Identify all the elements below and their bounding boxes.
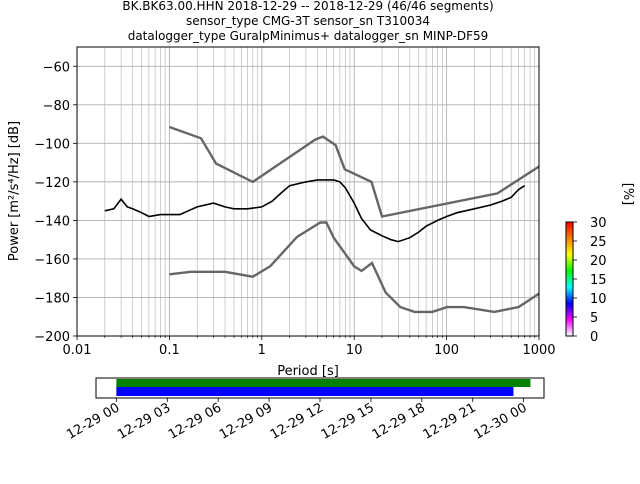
chart-title-line-1: BK.BK63.00.HHN 2018-12-29 -- 2018-12-29 … bbox=[122, 0, 493, 13]
y-tick-label: −60 bbox=[43, 60, 70, 75]
y-tick-label: −100 bbox=[34, 137, 70, 152]
colorbar-tick-label: 30 bbox=[590, 216, 607, 231]
colorbar: 0 5 10 15 20 25 30 [%] bbox=[565, 183, 635, 345]
y-axis-ticks: −60 −80 −100 −120 −140 −160 −180 −200 bbox=[34, 60, 77, 345]
colorbar-tick-label: 10 bbox=[590, 292, 607, 307]
plot-frame bbox=[76, 46, 540, 337]
x-tick-label: 100 bbox=[434, 343, 459, 358]
new-high-noise-model-line bbox=[168, 125, 540, 218]
x-axis-ticks: 0.01 0.1 1 10 100 1000 bbox=[63, 336, 556, 358]
colorbar-tick-label: 25 bbox=[590, 235, 607, 250]
x-tick-label: 10 bbox=[346, 343, 363, 358]
data-coverage-bar bbox=[116, 379, 531, 387]
psd-coverage-bar bbox=[116, 387, 514, 396]
noise-models bbox=[168, 125, 540, 314]
colorbar-tick-label: 5 bbox=[590, 311, 598, 326]
y-tick-label: −160 bbox=[34, 253, 70, 268]
chart-title-line-3: datalogger_type GuralpMinimus+ datalogge… bbox=[128, 29, 489, 43]
psd-plot-area: 0.01 0.1 1 10 100 1000 −60 −80 −100 −120 −140 −160… bbox=[34, 46, 556, 358]
chart-title-line-2: sensor_type CMG-3T sensor_sn T310034 bbox=[186, 14, 430, 28]
y-tick-label: −80 bbox=[43, 99, 70, 114]
colorbar-tick-label: 20 bbox=[590, 254, 607, 269]
y-tick-label: −200 bbox=[34, 330, 70, 345]
x-axis-label: Period [s] bbox=[277, 364, 339, 379]
colorbar-gradient bbox=[565, 221, 574, 337]
y-tick-label: −140 bbox=[34, 214, 70, 229]
mean-psd-line bbox=[104, 179, 526, 243]
colorbar-tick-label: 15 bbox=[590, 273, 607, 288]
new-low-noise-model-line bbox=[169, 221, 540, 314]
colorbar-tick-label: 0 bbox=[590, 330, 598, 345]
x-tick-label: 0.1 bbox=[159, 343, 180, 358]
y-tick-label: −120 bbox=[34, 176, 70, 191]
y-axis-label: Power [m²/s⁴/Hz] [dB] bbox=[7, 121, 22, 261]
x-tick-label: 1000 bbox=[522, 343, 555, 358]
y-tick-label: −180 bbox=[34, 291, 70, 306]
colorbar-label: [%] bbox=[620, 183, 635, 206]
mean-curve bbox=[104, 179, 526, 243]
x-tick-label: 0.01 bbox=[63, 343, 92, 358]
colorbar-ticks: 0 5 10 15 20 25 30 bbox=[573, 216, 607, 345]
x-tick-label: 1 bbox=[258, 343, 266, 358]
